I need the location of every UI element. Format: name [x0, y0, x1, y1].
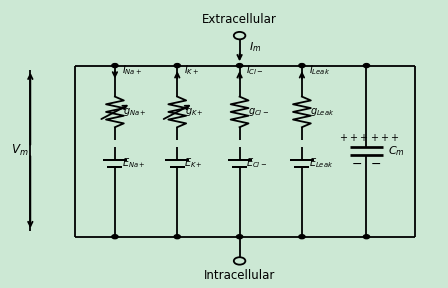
Text: +: +: [339, 133, 347, 143]
Circle shape: [299, 64, 305, 68]
Text: $g_{Cl-}$: $g_{Cl-}$: [248, 106, 269, 118]
Text: $g_{Leak}$: $g_{Leak}$: [310, 106, 334, 118]
Text: $V_m$: $V_m$: [11, 143, 28, 158]
Text: Intracellular: Intracellular: [204, 269, 275, 282]
Text: +: +: [349, 133, 357, 143]
Circle shape: [174, 64, 181, 68]
Text: $g_{Na+}$: $g_{Na+}$: [123, 106, 146, 118]
Text: $I_m$: $I_m$: [250, 40, 262, 54]
Text: $E_{K+}$: $E_{K+}$: [184, 156, 203, 170]
Text: +: +: [359, 133, 367, 143]
Text: Extracellular: Extracellular: [202, 14, 277, 26]
Circle shape: [363, 235, 370, 239]
Text: $E_{Cl-}$: $E_{Cl-}$: [246, 156, 267, 170]
Text: $I_{Cl-}$: $I_{Cl-}$: [246, 64, 264, 77]
Circle shape: [174, 235, 181, 239]
Text: −: −: [371, 158, 382, 171]
Circle shape: [237, 64, 243, 68]
Text: $g_{K+}$: $g_{K+}$: [185, 106, 204, 118]
Text: +: +: [390, 133, 398, 143]
Text: +: +: [380, 133, 388, 143]
Text: $C_m$: $C_m$: [388, 144, 405, 158]
Circle shape: [112, 64, 118, 68]
Text: $I_{Na+}$: $I_{Na+}$: [121, 64, 142, 77]
Circle shape: [237, 235, 243, 239]
Circle shape: [363, 64, 370, 68]
Text: $I_{Leak}$: $I_{Leak}$: [309, 64, 330, 77]
Text: $E_{Leak}$: $E_{Leak}$: [309, 156, 333, 170]
Circle shape: [112, 235, 118, 239]
Text: +: +: [370, 133, 379, 143]
Circle shape: [299, 235, 305, 239]
Text: $E_{Na+}$: $E_{Na+}$: [121, 156, 145, 170]
Text: $I_{K+}$: $I_{K+}$: [184, 64, 199, 77]
Text: −: −: [351, 158, 362, 171]
